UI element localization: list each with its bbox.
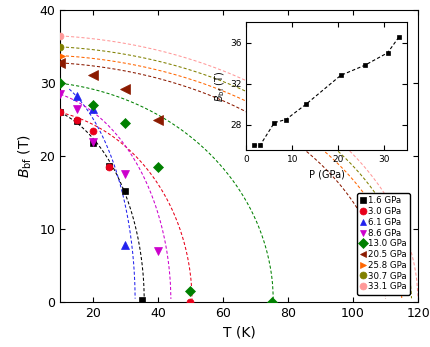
X-axis label: T (K): T (K) [222, 325, 255, 339]
Legend: 1.6 GPa, 3.0 GPa, 6.1 GPa, 8.6 GPa, 13.0 GPa, 20.5 GPa, 25.8 GPa, 30.7 GPa, 33.1: 1.6 GPa, 3.0 GPa, 6.1 GPa, 8.6 GPa, 13.0… [356, 193, 409, 295]
Y-axis label: $B_{\mathrm{bf}}$ (T): $B_{\mathrm{bf}}$ (T) [17, 134, 34, 178]
